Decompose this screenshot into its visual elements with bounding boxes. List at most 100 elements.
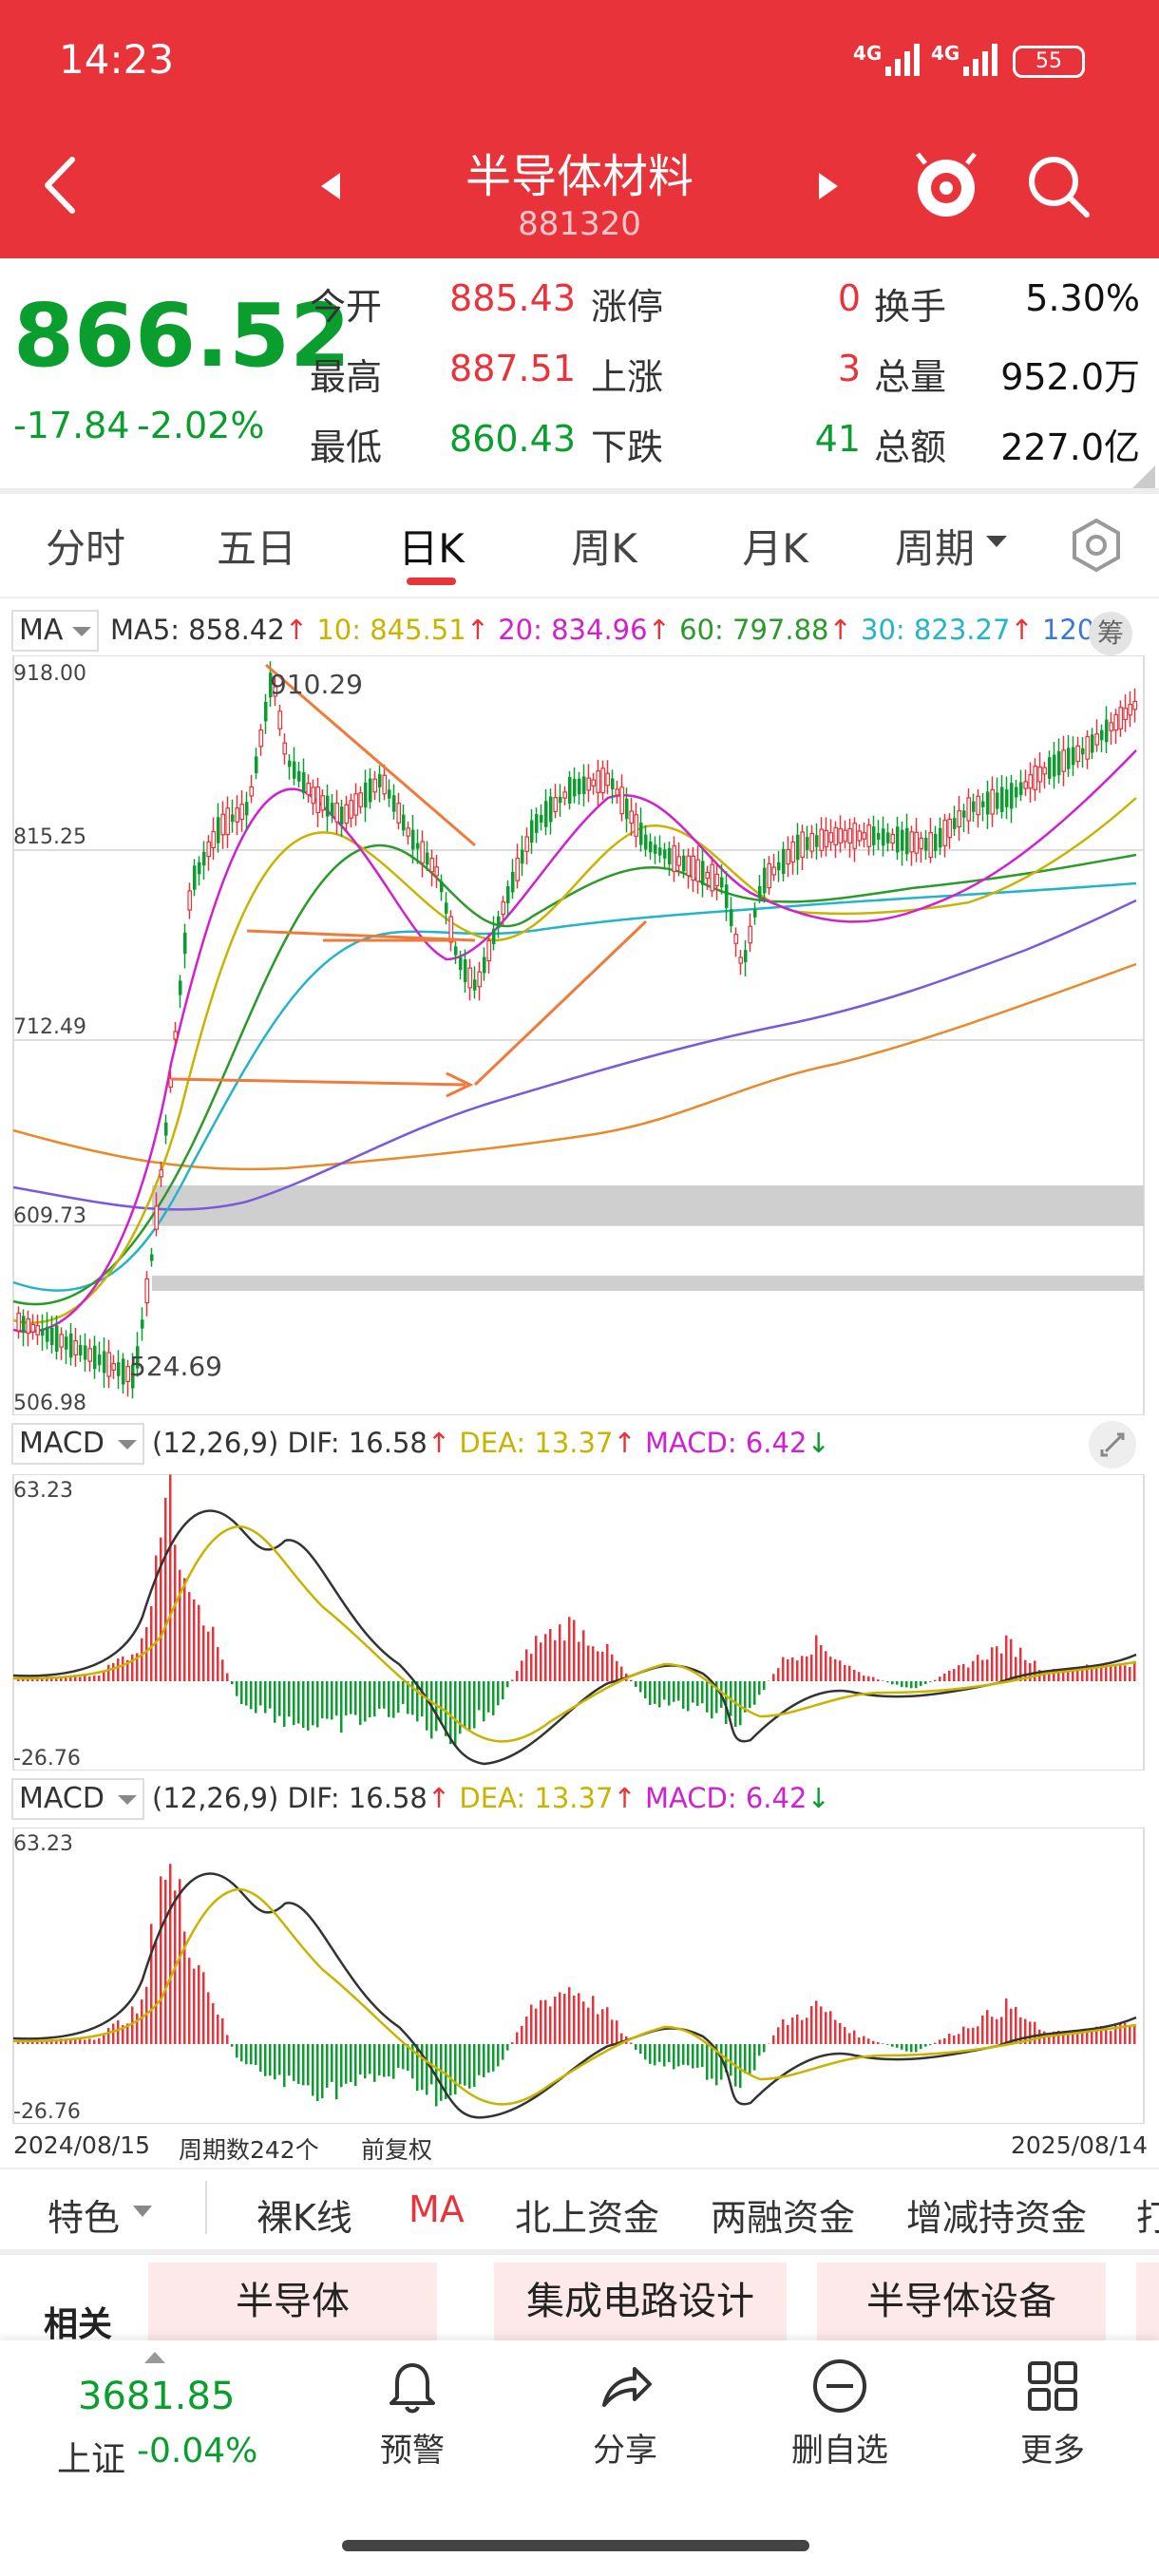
candle-body: [644, 834, 648, 850]
period-high-label: 910.29: [270, 669, 363, 700]
macd-bar: [502, 2044, 504, 2060]
nav-share-label[interactable]: 分享: [593, 2432, 657, 2470]
back-icon[interactable]: [38, 152, 86, 218]
tab-period[interactable]: 周期: [894, 525, 975, 572]
indicator-naked-k[interactable]: 裸K线: [256, 2197, 352, 2239]
tab-five-day[interactable]: 五日: [216, 525, 296, 572]
fullscreen-icon[interactable]: [1089, 1421, 1136, 1468]
indicator-margin[interactable]: 两融资金: [711, 2197, 856, 2239]
candle-body: [245, 802, 249, 816]
macd1-chart[interactable]: 63.23 -26.76: [0, 1474, 1159, 1771]
related-chip-partial[interactable]: [1136, 2263, 1159, 2340]
nav-remove-label[interactable]: 删自选: [791, 2432, 888, 2470]
kline-grid: [12, 655, 1145, 1415]
ma60-up-arrow: ↑: [828, 614, 852, 646]
indicator-ma[interactable]: MA: [408, 2188, 465, 2230]
index-value[interactable]: 3681.85: [78, 2375, 236, 2418]
macd-bar: [791, 2017, 794, 2044]
search-icon[interactable]: [1024, 152, 1092, 220]
macd-bar: [530, 1654, 533, 1681]
macd-bar: [943, 2038, 946, 2044]
macd-bar: [924, 2044, 927, 2047]
indicator-more[interactable]: 打: [1136, 2197, 1159, 2239]
remove-watchlist-icon[interactable]: [809, 2356, 870, 2416]
period-dropdown-icon[interactable]: [984, 532, 1009, 551]
macd-bar: [749, 1681, 751, 1709]
tab-intraday[interactable]: 分时: [45, 525, 125, 572]
ma-selector[interactable]: MA: [11, 610, 99, 652]
candle-body: [1085, 735, 1091, 760]
macd-bar: [255, 2044, 257, 2065]
macd-bar: [668, 1681, 671, 1706]
related-chip-semiconductor[interactable]: 半导体: [148, 2263, 437, 2340]
candle-body: [122, 1358, 125, 1385]
macd-bar: [1133, 2025, 1136, 2044]
related-chip-ic-design[interactable]: 集成电路设计: [494, 2263, 787, 2340]
open-label: 今开: [310, 286, 383, 328]
macd-bar: [316, 2044, 319, 2101]
macd-bar: [264, 1681, 267, 1714]
macd-bar: [174, 1544, 177, 1681]
macd-bar: [905, 2044, 908, 2052]
chip-distribution-button[interactable]: 筹: [1089, 612, 1132, 655]
macd1-name: MACD: [19, 1427, 104, 1460]
candle-body: [629, 810, 635, 824]
candle-body: [1091, 734, 1094, 753]
macd-bar: [278, 1681, 281, 1716]
candle-body: [559, 796, 562, 804]
macd-bar: [848, 1665, 851, 1681]
tab-daily-k[interactable]: 日K: [398, 525, 465, 572]
bell-icon[interactable]: [382, 2356, 443, 2416]
special-dropdown-icon[interactable]: [131, 2204, 154, 2219]
macd-bar: [924, 1681, 927, 1684]
prev-stock-icon[interactable]: [317, 169, 346, 203]
index-expand-icon[interactable]: [142, 2350, 167, 2365]
macd-bar: [540, 1999, 542, 2044]
kline-chart[interactable]: 918.00 815.25 712.49 609.73 506.98 910.2…: [0, 655, 1159, 1415]
indicator-special[interactable]: 特色: [48, 2197, 121, 2239]
candle-body: [996, 792, 999, 809]
nav-more-label[interactable]: 更多: [1020, 2432, 1085, 2470]
macd-bar: [844, 2027, 846, 2044]
share-icon[interactable]: [595, 2356, 656, 2416]
settings-hex-icon[interactable]: [1068, 517, 1125, 574]
macd2-selector[interactable]: MACD: [11, 1778, 144, 1820]
macd2-chart[interactable]: 63.23 -26.76: [0, 1828, 1159, 2124]
candle-body: [819, 828, 825, 851]
macd-bar: [929, 1681, 932, 1682]
macd-bar: [350, 1681, 352, 1714]
macd-bar: [245, 1681, 248, 1706]
indicator-holdings[interactable]: 增减持资金: [906, 2197, 1088, 2239]
related-chip-semi-equipment[interactable]: 半导体设备: [817, 2263, 1106, 2340]
battery-level: 55: [1036, 49, 1062, 73]
indicator-northbound[interactable]: 北上资金: [515, 2197, 660, 2239]
adjust-mode[interactable]: 前复权: [361, 2136, 433, 2164]
next-stock-icon[interactable]: [813, 169, 842, 203]
expand-corner-icon[interactable]: [1130, 465, 1155, 490]
home-indicator[interactable]: [342, 2540, 809, 2551]
macd-bar: [326, 1681, 329, 1719]
candle-body: [710, 863, 715, 892]
candle-body: [763, 867, 767, 894]
macd-bar: [706, 1681, 709, 1713]
mascot-icon[interactable]: [910, 150, 982, 222]
macd-bar: [84, 2039, 86, 2044]
macd-bar: [41, 1677, 44, 1681]
grid-more-icon[interactable]: [1022, 2356, 1083, 2416]
candle-body: [686, 855, 692, 877]
nav-alert-label[interactable]: 预警: [380, 2432, 445, 2470]
candle-body: [136, 1346, 140, 1369]
macd-bar: [753, 1681, 756, 1705]
macd1-selector[interactable]: MACD: [11, 1423, 144, 1465]
candle-body: [1118, 707, 1124, 729]
macd-bar: [825, 1651, 827, 1681]
tab-weekly-k[interactable]: 周K: [571, 525, 637, 572]
macd-bar: [1057, 2030, 1060, 2044]
candle-body: [239, 804, 245, 821]
candle-body: [553, 797, 559, 812]
candle-body: [131, 1364, 135, 1389]
macd-bar: [373, 1681, 376, 1717]
macd-bar: [1129, 1667, 1131, 1681]
candle-body: [150, 1254, 154, 1261]
tab-monthly-k[interactable]: 月K: [742, 525, 808, 572]
